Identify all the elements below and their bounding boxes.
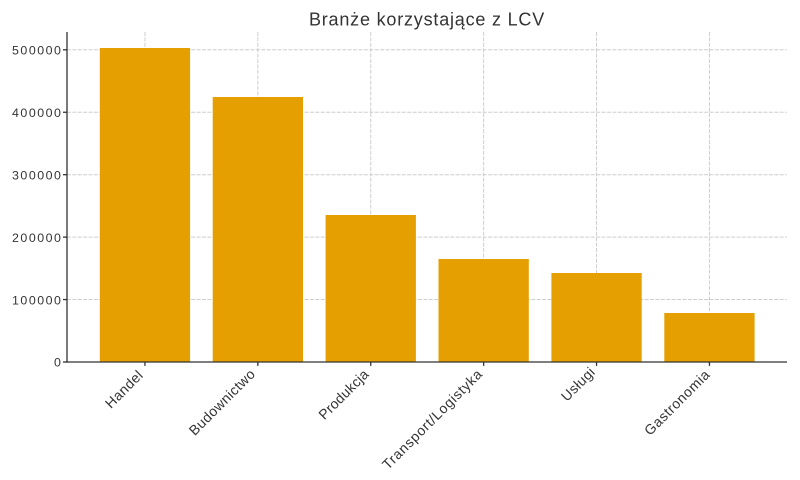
svg-text:500000: 500000 (12, 44, 62, 58)
svg-text:400000: 400000 (12, 106, 62, 120)
svg-text:100000: 100000 (12, 293, 62, 307)
svg-text:Branże korzystające z LCV: Branże korzystające z LCV (309, 9, 545, 29)
svg-text:0: 0 (54, 356, 62, 370)
svg-text:200000: 200000 (12, 231, 62, 245)
svg-text:300000: 300000 (12, 168, 62, 182)
